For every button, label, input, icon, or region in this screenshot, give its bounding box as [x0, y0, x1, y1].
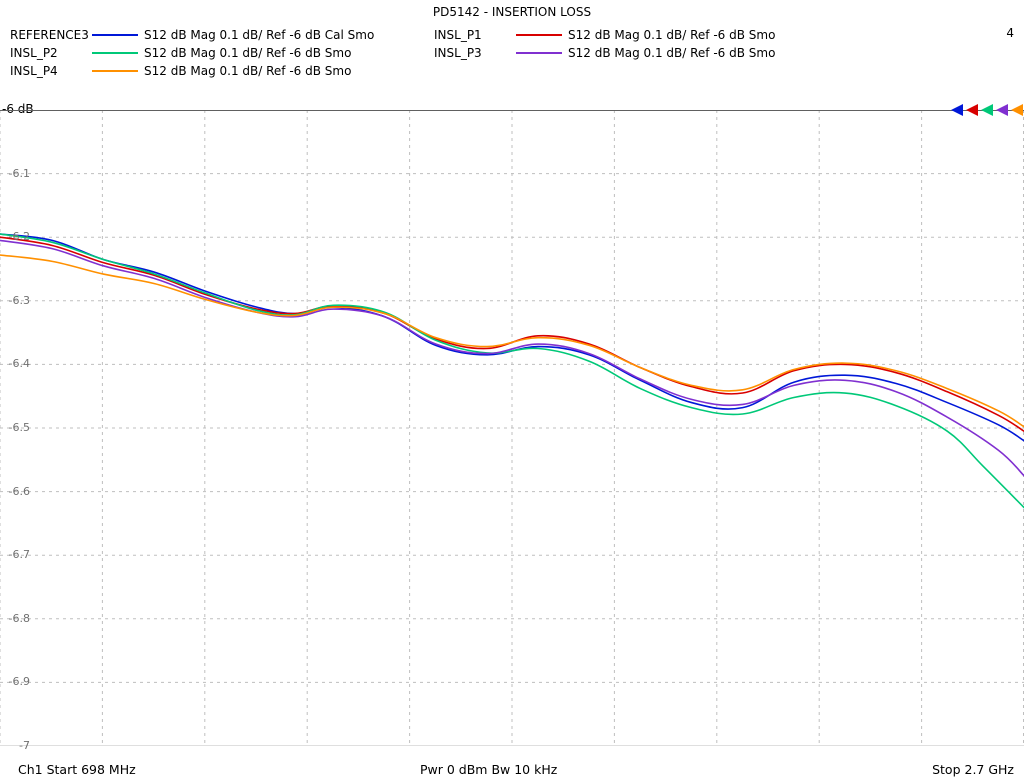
legend-item-swatch [92, 34, 138, 36]
legend-row: INSL_P4 S12 dB Mag 0.1 dB/ Ref -6 dB Smo [10, 62, 1014, 80]
y-tick-label: -6.6 [2, 485, 30, 498]
marker-triangle-icon [981, 104, 993, 116]
marker-triangle-icon [966, 104, 978, 116]
marker-triangle-icon [996, 104, 1008, 116]
legend-item-swatch [516, 34, 562, 36]
y-tick-label: -6.9 [2, 675, 30, 688]
legend-item-swatch [92, 70, 138, 72]
legend-item-name: INSL_P4 [10, 62, 90, 80]
corner-number: 4 [1006, 26, 1014, 40]
y-tick-label: -6.4 [2, 357, 30, 370]
y-tick-label: -6.2 [2, 230, 30, 243]
legend-item-desc: S12 dB Mag 0.1 dB/ Ref -6 dB Smo [144, 44, 404, 62]
y-tick-label: -6.3 [2, 294, 30, 307]
y-tick-label: -7 [2, 739, 30, 752]
legend-item-name: INSL_P1 [434, 26, 514, 44]
marker-triangle-icon [951, 104, 963, 116]
legend-item-desc: S12 dB Mag 0.1 dB/ Ref -6 dB Smo [144, 62, 404, 80]
y-tick-label: -6.7 [2, 548, 30, 561]
legend-item-name: REFERENCE3 [10, 26, 90, 44]
trace-markers [944, 100, 1024, 120]
legend-item-name: INSL_P3 [434, 44, 514, 62]
legend-item-swatch [516, 52, 562, 54]
y-tick-label: -6.8 [2, 612, 30, 625]
legend-row: INSL_P2 S12 dB Mag 0.1 dB/ Ref -6 dB Smo I… [10, 44, 1014, 62]
line-chart [0, 110, 1024, 746]
marker-triangle-icon [1011, 104, 1023, 116]
legend-row: REFERENCE3 S12 dB Mag 0.1 dB/ Ref -6 dB C… [10, 26, 1014, 44]
chart-title: PD5142 - INSERTION LOSS [0, 5, 1024, 19]
legend-item-name: INSL_P2 [10, 44, 90, 62]
legend-item-desc: S12 dB Mag 0.1 dB/ Ref -6 dB Smo [568, 44, 828, 62]
y-tick-label: -6.1 [2, 167, 30, 180]
legend: REFERENCE3 S12 dB Mag 0.1 dB/ Ref -6 dB C… [10, 26, 1014, 80]
y-tick-label: -6.5 [2, 421, 30, 434]
footer-start: Ch1 Start 698 MHz [18, 762, 136, 777]
legend-item-swatch [92, 52, 138, 54]
legend-item-desc: S12 dB Mag 0.1 dB/ Ref -6 dB Smo [568, 26, 828, 44]
footer-power-bw: Pwr 0 dBm Bw 10 kHz [420, 762, 557, 777]
legend-item-desc: S12 dB Mag 0.1 dB/ Ref -6 dB Cal Smo [144, 26, 404, 44]
footer-stop: Stop 2.7 GHz [932, 762, 1014, 777]
